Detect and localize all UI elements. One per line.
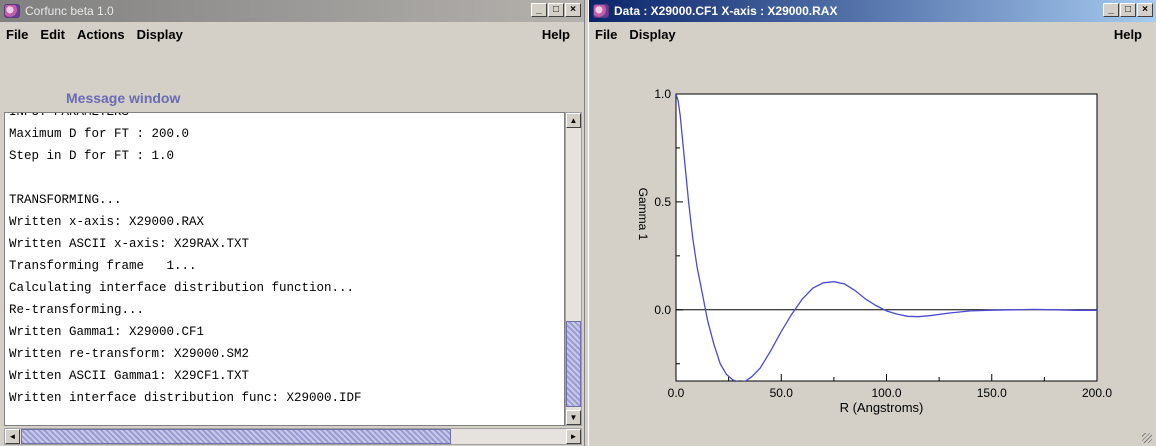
menu-bar: File Display Help [589, 22, 1156, 46]
menu-edit[interactable]: Edit [40, 26, 65, 42]
message-line: Written ASCII x-axis: X29RAX.TXT [9, 237, 250, 251]
message-line: Written Gamma1: X29000.CF1 [9, 325, 205, 339]
minimize-button[interactable]: _ [1103, 3, 1119, 17]
y-tick-label: 0.5 [654, 195, 671, 209]
window-title: Data : X29000.CF1 X-axis : X29000.RAX [614, 4, 838, 18]
y-tick-label: 0.0 [654, 303, 671, 317]
y-tick-label: 1.0 [654, 87, 671, 101]
menu-help[interactable]: Help [541, 26, 570, 42]
corfunc-window: Corfunc beta 1.0 _ □ × File Edit Actions… [0, 0, 585, 446]
message-line: Written interface distribution func: X29… [9, 391, 362, 405]
horizontal-scrollbar[interactable]: ◄ ► [4, 428, 582, 445]
x-axis-label: R (Angstroms) [840, 400, 924, 415]
title-bar[interactable]: Corfunc beta 1.0 _ □ × [0, 0, 584, 22]
x-tick-label: 200.0 [1082, 386, 1112, 400]
close-button[interactable]: × [565, 3, 581, 17]
x-tick-label: 0.0 [668, 386, 685, 400]
x-tick-label: 150.0 [977, 386, 1007, 400]
maximize-button[interactable]: □ [1120, 3, 1136, 17]
message-line: Step in D for FT : 1.0 [9, 149, 175, 163]
menu-actions[interactable]: Actions [76, 26, 125, 42]
scroll-down-button[interactable]: ▼ [566, 410, 581, 425]
message-text-area[interactable]: INPUT PARAMETERS Maximum D for FT : 200.0… [4, 112, 565, 426]
maximize-button[interactable]: □ [548, 3, 564, 17]
menu-file[interactable]: File [595, 26, 618, 42]
java-app-icon [593, 4, 609, 18]
message-window-label: Message window [66, 90, 181, 106]
menu-display[interactable]: Display [136, 26, 183, 42]
message-line: Calculating interface distribution funct… [9, 281, 355, 295]
message-line: Re-transforming... [9, 303, 145, 317]
message-line: Transforming frame 1... [9, 259, 197, 273]
message-line: TRANSFORMING... [9, 193, 122, 207]
message-line: Maximum D for FT : 200.0 [9, 127, 190, 141]
scroll-up-button[interactable]: ▲ [566, 113, 581, 128]
x-tick-label: 50.0 [770, 386, 794, 400]
vertical-scrollbar[interactable]: ▲ ▼ [565, 112, 582, 426]
message-line: Written x-axis: X29000.RAX [9, 215, 205, 229]
data-plot-window: Data : X29000.CF1 X-axis : X29000.RAX _ … [588, 0, 1156, 446]
gamma1-series-line [676, 94, 1097, 381]
message-line: Written re-transform: X29000.SM2 [9, 347, 250, 361]
menu-help[interactable]: Help [1113, 26, 1142, 42]
java-app-icon [4, 4, 20, 18]
minimize-button[interactable]: _ [531, 3, 547, 17]
scroll-right-button[interactable]: ► [566, 429, 581, 444]
window-title: Corfunc beta 1.0 [25, 4, 114, 18]
message-line: INPUT PARAMETERS [9, 112, 130, 119]
gamma1-chart: 0.0 50.0 100.0 150.0 200.0 0.0 0.5 1.0 R (Angstr… [636, 87, 1112, 415]
message-line: Written ASCII Gamma1: X29CF1.TXT [9, 369, 250, 383]
scroll-left-button[interactable]: ◄ [5, 429, 20, 444]
menu-bar: File Edit Actions Display Help [0, 22, 584, 46]
resize-grip-icon[interactable] [1142, 433, 1152, 443]
x-tick-label: 100.0 [871, 386, 901, 400]
horizontal-scroll-thumb[interactable] [21, 429, 451, 444]
plot-area [675, 93, 1098, 382]
close-button[interactable]: × [1137, 3, 1153, 17]
y-axis-label: Gamma 1 [636, 188, 650, 241]
menu-file[interactable]: File [6, 26, 29, 42]
vertical-scroll-thumb[interactable] [566, 321, 581, 407]
title-bar[interactable]: Data : X29000.CF1 X-axis : X29000.RAX _ … [589, 0, 1156, 22]
menu-display[interactable]: Display [629, 26, 676, 42]
